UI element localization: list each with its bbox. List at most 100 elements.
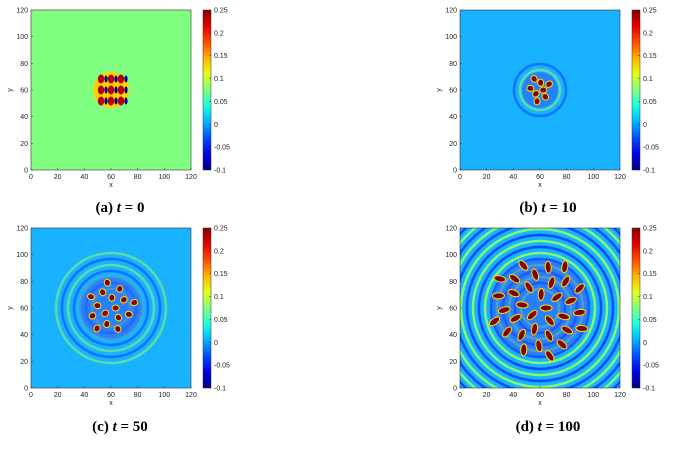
y-tick-label: 120	[16, 8, 28, 15]
colorbar-tick-label: 0.2	[214, 30, 224, 37]
field-peak	[556, 339, 568, 350]
field-peak	[114, 313, 123, 322]
field-peak	[541, 93, 549, 101]
x-tick-label: 20	[483, 174, 491, 181]
colorbar: -0.1 -0.05 0 0.05 0.1 0.15 0.2 0.25	[202, 226, 230, 393]
field-trough	[124, 97, 128, 105]
field-peak	[547, 276, 556, 290]
field-peak	[93, 324, 101, 333]
field-peak	[575, 324, 589, 333]
x-tick-label: 40	[509, 174, 517, 181]
x-tick-label: 80	[134, 392, 142, 399]
y-axis-label: y	[436, 88, 443, 92]
colorbar-tick-label: 0.05	[643, 317, 657, 324]
field-ring	[512, 62, 568, 118]
colorbar-tick-label: -0.05	[214, 363, 230, 370]
y-tick-label: 20	[20, 141, 28, 148]
y-tick-label: 0	[24, 386, 28, 393]
caption-variable: t	[541, 200, 546, 216]
colorbar-tick-label: 0.2	[214, 248, 224, 255]
x-tick-label: 40	[80, 174, 88, 181]
field-peak	[530, 322, 539, 336]
field-peak	[103, 278, 111, 287]
x-axis-label: x	[538, 182, 542, 189]
field-peak	[116, 284, 124, 293]
y-tick-label: 80	[449, 279, 457, 286]
field-peak	[114, 325, 122, 333]
field-peak	[111, 304, 120, 312]
caption: (c) t = 50	[92, 419, 148, 435]
y-tick-label: 0	[453, 386, 457, 393]
field-peak	[99, 288, 107, 297]
caption-variable: t	[117, 200, 122, 216]
y-tick-label: 60	[449, 88, 457, 95]
y-tick-label: 60	[20, 88, 28, 95]
field-peak	[93, 302, 102, 310]
x-tick-label: 100	[587, 392, 599, 399]
field-peak	[574, 283, 585, 294]
caption-label: (a)	[96, 200, 114, 216]
field-peak	[551, 292, 563, 302]
colorbar-tick-label: 0.25	[643, 8, 657, 15]
field-peak	[535, 339, 543, 353]
field-ring	[471, 239, 609, 377]
y-tick-label: 120	[445, 226, 457, 233]
y-tick-label: 80	[20, 279, 28, 286]
caption-variable: t	[113, 419, 118, 435]
field-trough	[104, 97, 108, 105]
field-peak	[526, 84, 535, 92]
field-peak	[97, 85, 105, 95]
x-tick-label: 100	[158, 174, 170, 181]
y-tick-label: 100	[16, 252, 28, 259]
y-tick-label: 40	[449, 114, 457, 121]
field-peak	[87, 293, 95, 301]
field-peak	[545, 80, 553, 88]
colorbar-tick-label: 0.15	[214, 271, 228, 278]
colorbar-tick-label: -0.1	[214, 386, 226, 393]
field-image	[31, 10, 191, 170]
x-tick-label: 120	[614, 392, 626, 399]
field-peak	[520, 343, 528, 357]
y-tick-label: 20	[449, 141, 457, 148]
field-peak	[117, 74, 125, 84]
caption-label: (d)	[516, 419, 534, 435]
colorbar-tick-label: 0.25	[643, 226, 657, 233]
colorbar: -0.1 -0.05 0 0.05 0.1 0.15 0.2 0.25	[631, 8, 659, 175]
field-peak	[539, 304, 553, 312]
colorbar-tick-label: 0.25	[214, 226, 228, 233]
field-peak	[101, 309, 109, 318]
field-peak	[509, 313, 522, 323]
field-ring	[483, 251, 597, 365]
field-peak	[107, 74, 115, 84]
y-tick-label: 40	[20, 332, 28, 339]
field-peak	[560, 325, 573, 335]
y-tick-label: 0	[24, 168, 28, 175]
x-tick-label: 120	[185, 392, 197, 399]
y-tick-label: 100	[445, 252, 457, 259]
colorbar-fill	[631, 9, 641, 171]
colorbar-tick-label: 0	[214, 340, 218, 347]
colorbar-tick-label: 0.05	[214, 99, 228, 106]
colorbar-tick-label: 0.1	[643, 294, 653, 301]
colorbar-tick-label: -0.05	[643, 145, 659, 152]
field-peak	[117, 85, 125, 95]
field-ring	[54, 251, 168, 365]
x-tick-label: 120	[614, 174, 626, 181]
field-peak	[561, 275, 571, 288]
panel: 0 20 40 60 80 100 120 0 20 40 60 80 100 120 x y -0.1 -0.0…	[7, 8, 230, 190]
panel: 0 20 40 60 80 100 120 0 20 40 60 80 100 120 x y -0.1 -0.0…	[7, 226, 230, 408]
x-tick-label: 0	[29, 174, 33, 181]
x-tick-label: 40	[80, 392, 88, 399]
x-tick-label: 60	[536, 392, 544, 399]
x-axis-label: x	[538, 400, 542, 407]
colorbar-tick-label: 0.15	[214, 53, 228, 60]
caption-value: = 0	[125, 200, 145, 216]
y-tick-label: 40	[449, 332, 457, 339]
colorbar: -0.1 -0.05 0 0.05 0.1 0.15 0.2 0.25	[202, 8, 230, 175]
field-peak	[545, 350, 555, 362]
field-peak	[97, 74, 105, 84]
field-peak	[507, 289, 520, 298]
field-peak	[88, 312, 97, 320]
caption: (b) t = 10	[519, 200, 576, 216]
field-peak	[544, 329, 554, 342]
